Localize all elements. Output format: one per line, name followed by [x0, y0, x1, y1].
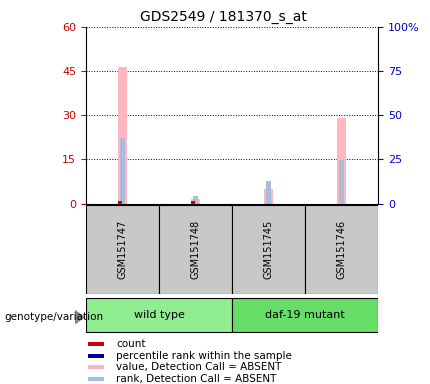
- Text: GSM151748: GSM151748: [190, 220, 201, 279]
- Bar: [191, 199, 200, 204]
- Text: wild type: wild type: [134, 310, 184, 320]
- Bar: [120, 138, 125, 204]
- Bar: [88, 354, 104, 358]
- Bar: [86, 298, 232, 332]
- Text: value, Detection Call = ABSENT: value, Detection Call = ABSENT: [116, 362, 282, 372]
- Text: rank, Detection Call = ABSENT: rank, Detection Call = ABSENT: [116, 374, 276, 384]
- Text: genotype/variation: genotype/variation: [4, 312, 104, 322]
- Bar: [338, 118, 346, 204]
- Bar: [264, 189, 273, 204]
- Bar: [232, 205, 305, 294]
- Bar: [159, 205, 232, 294]
- Text: GSM151745: GSM151745: [264, 220, 274, 279]
- Bar: [305, 205, 378, 294]
- Bar: [88, 342, 104, 346]
- Text: count: count: [116, 339, 146, 349]
- Bar: [191, 200, 195, 204]
- Polygon shape: [75, 311, 84, 324]
- Bar: [339, 160, 344, 204]
- Bar: [118, 67, 127, 204]
- Text: daf-19 mutant: daf-19 mutant: [265, 310, 345, 320]
- Bar: [266, 180, 271, 204]
- Text: GSM151747: GSM151747: [117, 220, 128, 279]
- Text: GDS2549 / 181370_s_at: GDS2549 / 181370_s_at: [140, 10, 307, 23]
- Bar: [232, 298, 378, 332]
- Text: percentile rank within the sample: percentile rank within the sample: [116, 351, 292, 361]
- Bar: [86, 205, 159, 294]
- Text: GSM151746: GSM151746: [337, 220, 347, 279]
- Bar: [193, 197, 198, 204]
- Bar: [118, 200, 122, 204]
- Bar: [88, 377, 104, 381]
- Bar: [88, 365, 104, 369]
